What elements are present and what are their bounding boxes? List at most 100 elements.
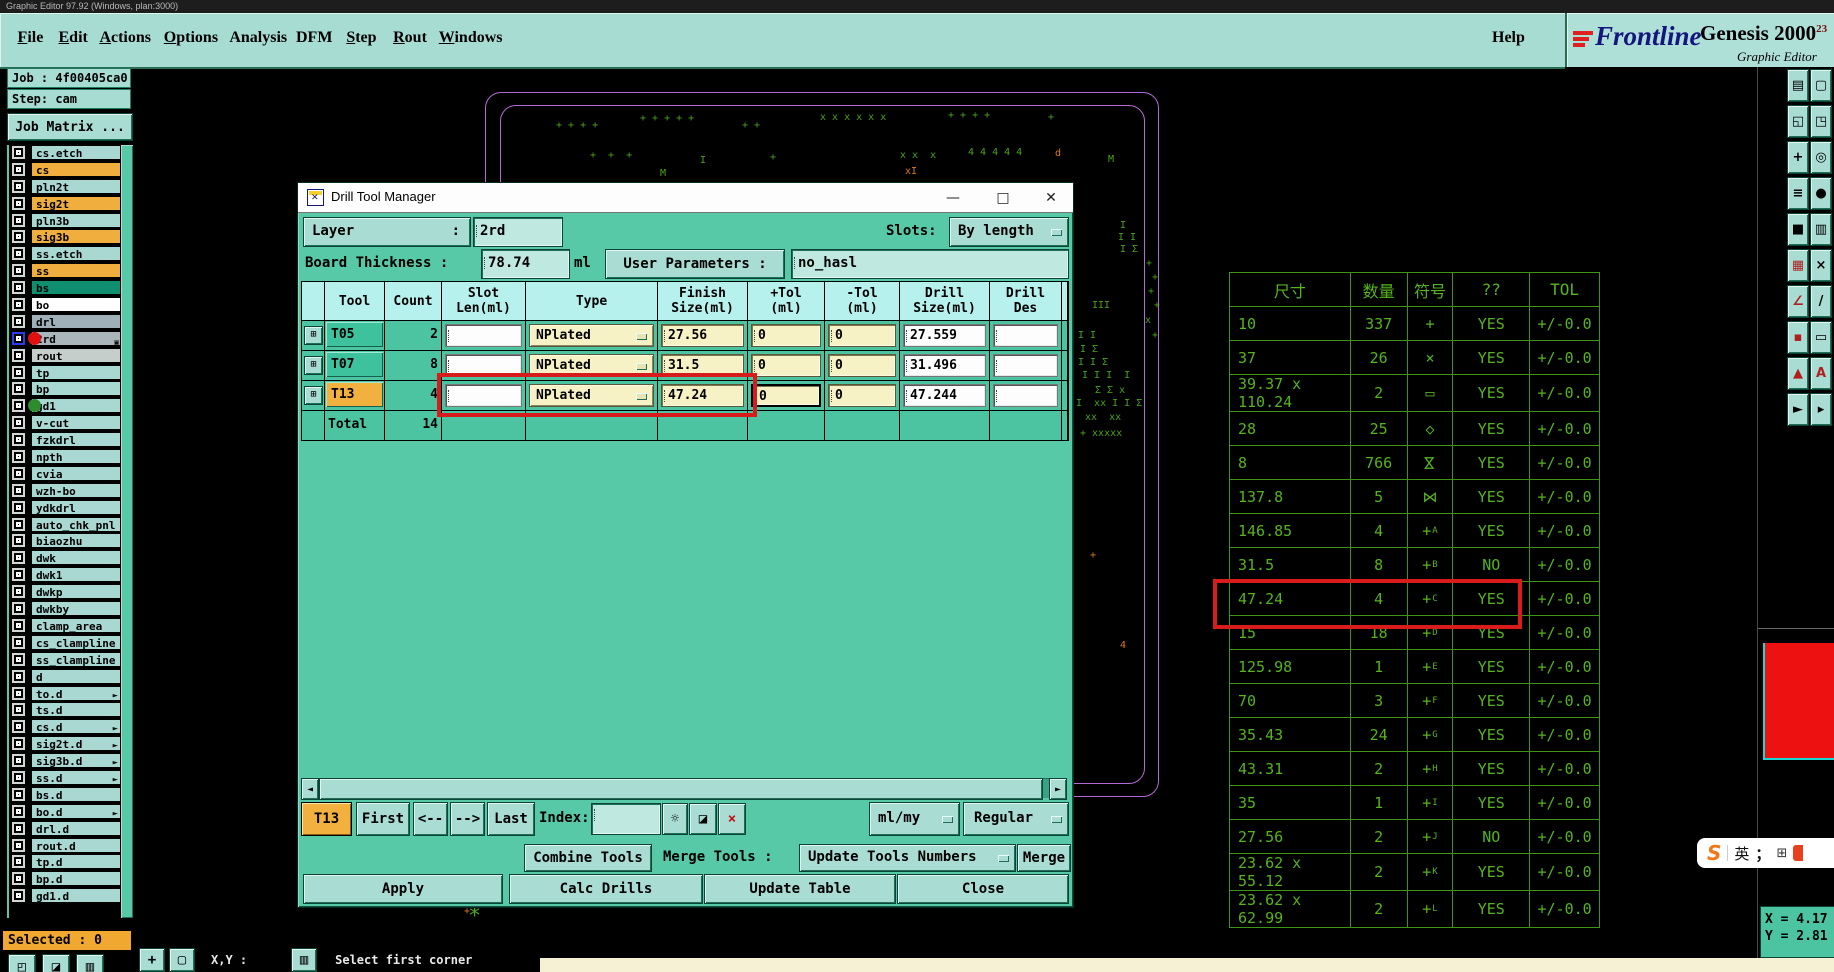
status-tool-icon[interactable]: + bbox=[139, 948, 165, 972]
layer-name[interactable]: auto_chk_pnl bbox=[31, 516, 121, 532]
layer-row-drl[interactable]: drl bbox=[9, 313, 136, 330]
minus-tol-input[interactable]: 0 bbox=[828, 324, 896, 347]
plus-tol-input[interactable]: 0 bbox=[751, 354, 821, 377]
pan-icon[interactable]: + bbox=[1787, 141, 1809, 174]
layer-checkbox[interactable] bbox=[12, 551, 25, 565]
fill-icon[interactable]: ■ bbox=[1787, 213, 1809, 246]
slot-len-input[interactable] bbox=[445, 324, 522, 347]
layer-name[interactable]: pln3b bbox=[31, 212, 121, 228]
layer-name[interactable]: to.d ► bbox=[31, 685, 121, 701]
layer-checkbox[interactable] bbox=[12, 196, 25, 210]
layer-row-bs[interactable]: bs bbox=[9, 280, 136, 296]
menu-options[interactable]: Options bbox=[163, 29, 219, 46]
layer-checkbox[interactable] bbox=[12, 433, 25, 447]
layer-checkbox[interactable] bbox=[12, 618, 25, 632]
layer-name[interactable]: ydkdrl bbox=[31, 499, 121, 515]
layer-name[interactable]: sig2t bbox=[31, 195, 121, 211]
row-expand-icon[interactable]: ⊞ bbox=[304, 356, 323, 375]
layer-checkbox[interactable] bbox=[12, 399, 25, 413]
layer-name[interactable]: ss.d ► bbox=[31, 769, 121, 785]
menu-help[interactable]: Help bbox=[1492, 29, 1525, 46]
sidebar-tool-icon[interactable]: ◰ bbox=[8, 954, 36, 972]
menu-actions[interactable]: Actions bbox=[99, 29, 151, 46]
layer-row-dwkp[interactable]: dwkp bbox=[9, 584, 136, 600]
close-button[interactable]: Close bbox=[897, 874, 1069, 904]
layer-checkbox[interactable] bbox=[12, 281, 25, 295]
layer-checkbox[interactable] bbox=[12, 635, 25, 649]
layer-row-bo.d[interactable]: bo.d ► bbox=[9, 803, 136, 820]
layer-checkbox[interactable] bbox=[12, 450, 25, 464]
layers-icon[interactable]: ≡ bbox=[1787, 177, 1809, 210]
plus-tol-input[interactable]: 0 bbox=[751, 324, 821, 347]
layer-name[interactable]: fzkdrl bbox=[31, 432, 121, 448]
layer-name[interactable]: wzh-bo bbox=[31, 482, 121, 498]
layer-row-bp[interactable]: bp bbox=[9, 381, 136, 397]
layer-row-cs[interactable]: cs bbox=[9, 161, 136, 178]
layer-checkbox[interactable] bbox=[12, 298, 25, 312]
status-tool-icon[interactable]: ▢ bbox=[169, 948, 195, 972]
drill-des-input[interactable] bbox=[993, 324, 1058, 347]
import-icon[interactable]: ◱ bbox=[1787, 105, 1809, 138]
dialog-titlebar[interactable]: Drill Tool Manager — □ ✕ bbox=[298, 183, 1073, 213]
layer-row-tp[interactable]: tp bbox=[9, 364, 136, 381]
layer-list-scrollbar[interactable] bbox=[121, 145, 133, 918]
merge-mode-dropdown[interactable]: Update Tools Numbers bbox=[799, 844, 1016, 872]
menu-step[interactable]: Step bbox=[346, 29, 377, 46]
layer-name[interactable]: sig3b.d ► bbox=[31, 753, 121, 769]
layer-name[interactable]: clamp_area bbox=[31, 617, 121, 633]
tool-cell[interactable]: T05 bbox=[326, 322, 383, 347]
export-icon[interactable]: ◳ bbox=[1810, 105, 1832, 138]
layer-name[interactable]: bp.d bbox=[31, 871, 121, 887]
active-color-swatch[interactable] bbox=[1763, 643, 1834, 760]
hscrollbar[interactable]: ◄ ► bbox=[301, 778, 1067, 800]
layer-name[interactable]: sig3b bbox=[31, 229, 121, 245]
layer-field-label[interactable]: Layer : bbox=[303, 217, 471, 247]
layer-name[interactable]: bo.d ► bbox=[31, 803, 121, 819]
layer-name[interactable]: biaozhu bbox=[31, 533, 121, 549]
layer-row-wzh-bo[interactable]: wzh-bo bbox=[9, 482, 136, 499]
layer-checkbox[interactable] bbox=[12, 500, 25, 514]
layer-checkbox[interactable] bbox=[12, 534, 25, 548]
copy-icon[interactable]: ▤ bbox=[1787, 69, 1809, 102]
layer-name[interactable]: bs.d bbox=[31, 786, 121, 802]
layer-checkbox[interactable] bbox=[12, 686, 25, 700]
combine-tools-button[interactable]: Combine Tools bbox=[524, 844, 652, 872]
index-input[interactable] bbox=[591, 803, 661, 835]
layer-checkbox[interactable] bbox=[12, 754, 25, 768]
job-matrix-button[interactable]: Job Matrix ... bbox=[7, 113, 133, 141]
layer-checkbox[interactable] bbox=[12, 365, 25, 379]
layer-row-cvia[interactable]: cvia bbox=[9, 465, 136, 482]
layer-input[interactable]: 2rd bbox=[473, 217, 563, 247]
menu-windows[interactable]: Windows bbox=[438, 29, 503, 46]
mode-dropdown[interactable]: Regular bbox=[963, 802, 1069, 836]
layer-checkbox[interactable] bbox=[12, 264, 25, 278]
layer-checkbox[interactable] bbox=[12, 483, 25, 497]
layer-checkbox[interactable] bbox=[12, 416, 25, 430]
letter-a-icon[interactable]: A bbox=[1810, 357, 1832, 390]
delete-x-icon[interactable]: × bbox=[718, 803, 746, 835]
layer-row-drl.d[interactable]: drl.d bbox=[9, 820, 136, 837]
layer-name[interactable]: dwk1 bbox=[31, 567, 121, 583]
layer-checkbox[interactable] bbox=[12, 720, 25, 734]
layer-row-2rd[interactable]: 2rd ▣ bbox=[9, 330, 136, 347]
layer-checkbox[interactable] bbox=[12, 838, 25, 852]
layer-checkbox[interactable] bbox=[12, 669, 25, 683]
layer-row-ss.etch[interactable]: ss.etch bbox=[9, 246, 136, 262]
layer-row-cs_clampline[interactable]: cs_clampline bbox=[9, 634, 136, 651]
layer-name[interactable]: cs.etch bbox=[31, 145, 121, 160]
arrow-icon[interactable]: ▸ bbox=[1810, 393, 1832, 426]
plus-tol-input[interactable]: 0 bbox=[751, 384, 821, 407]
layer-checkbox[interactable] bbox=[12, 213, 25, 227]
layer-row-bo[interactable]: bo bbox=[9, 297, 136, 313]
layer-name[interactable]: drl bbox=[31, 313, 121, 329]
layer-row-tp.d[interactable]: tp.d bbox=[9, 854, 136, 870]
layer-row-dwk1[interactable]: dwk1 bbox=[9, 567, 136, 583]
minimize-button[interactable]: — bbox=[946, 190, 960, 206]
units-dropdown[interactable]: ml/my bbox=[869, 802, 960, 836]
layer-checkbox[interactable] bbox=[12, 703, 25, 717]
type-dropdown[interactable]: NPlated bbox=[529, 324, 654, 347]
layer-checkbox[interactable] bbox=[12, 162, 25, 176]
layer-checkbox[interactable] bbox=[12, 314, 25, 328]
warn-icon[interactable]: ▲ bbox=[1787, 357, 1809, 390]
layer-name[interactable]: gd1.d bbox=[31, 888, 121, 904]
